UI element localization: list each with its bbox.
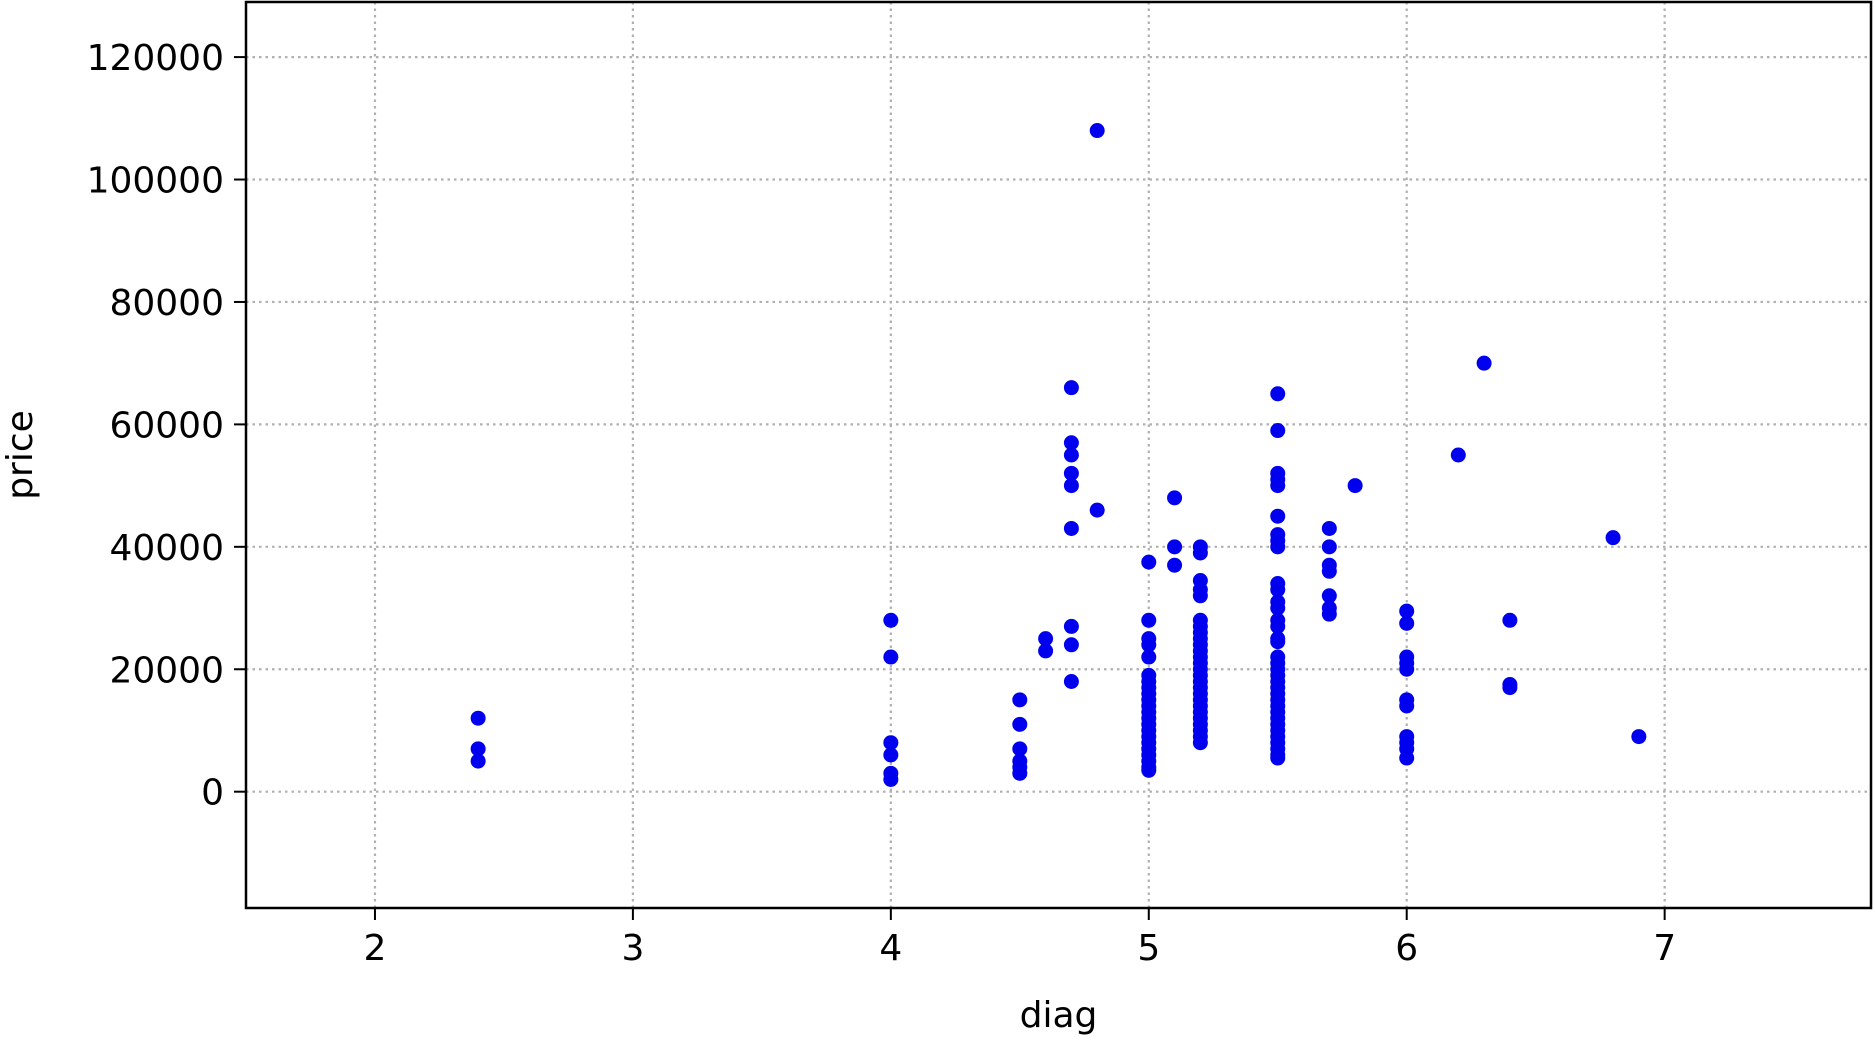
data-point <box>1012 765 1028 781</box>
data-point <box>1476 355 1492 371</box>
data-point <box>883 649 899 665</box>
data-point <box>1038 643 1054 659</box>
data-point <box>470 710 486 726</box>
y-tick-label: 100000 <box>87 161 224 202</box>
data-points <box>470 123 1647 787</box>
data-point <box>1063 478 1079 494</box>
x-axis-ticks: 2 3 4 5 6 7 <box>364 908 1676 969</box>
data-point <box>1270 539 1286 555</box>
data-point <box>883 612 899 628</box>
data-point <box>1321 606 1337 622</box>
data-point <box>883 771 899 787</box>
data-point <box>1399 615 1415 631</box>
data-point <box>1321 520 1337 536</box>
data-point <box>1270 634 1286 650</box>
data-point <box>1605 530 1621 546</box>
data-point <box>1089 502 1105 518</box>
data-point <box>1321 539 1337 555</box>
y-axis-ticks: 0 20000 40000 60000 80000 100000 120000 <box>87 38 246 814</box>
data-point <box>1450 447 1466 463</box>
data-point <box>1399 750 1415 766</box>
data-point <box>1321 588 1337 604</box>
y-tick-label: 60000 <box>109 405 224 446</box>
data-point <box>1167 490 1183 506</box>
x-tick-label: 4 <box>879 928 902 969</box>
data-point <box>1270 582 1286 598</box>
data-point <box>470 753 486 769</box>
data-point <box>1270 423 1286 439</box>
data-point <box>470 741 486 757</box>
data-point <box>883 747 899 763</box>
data-point <box>1399 698 1415 714</box>
data-point <box>1063 435 1079 451</box>
data-point <box>1321 563 1337 579</box>
data-point <box>1089 123 1105 139</box>
x-tick-label: 2 <box>364 928 387 969</box>
x-tick-label: 6 <box>1395 928 1418 969</box>
data-point <box>1270 618 1286 634</box>
data-point <box>1012 741 1028 757</box>
data-point <box>1347 478 1363 494</box>
y-axis-label: price <box>0 410 41 500</box>
data-point <box>1270 478 1286 494</box>
data-point <box>1270 386 1286 402</box>
plot-frame <box>244 0 1873 910</box>
x-tick-label: 5 <box>1137 928 1160 969</box>
x-axis-label: diag <box>1020 995 1098 1036</box>
data-point <box>1270 600 1286 616</box>
data-point <box>1399 661 1415 677</box>
data-point <box>1063 380 1079 396</box>
data-point <box>1063 618 1079 634</box>
y-tick-label: 0 <box>201 773 224 814</box>
data-point <box>1141 554 1157 570</box>
x-tick-label: 7 <box>1653 928 1676 969</box>
y-tick-label: 20000 <box>109 650 224 691</box>
data-point <box>1399 603 1415 619</box>
data-point <box>1063 637 1079 653</box>
data-point <box>1063 674 1079 689</box>
data-point <box>1192 545 1208 561</box>
data-point <box>1063 465 1079 481</box>
data-point <box>1270 508 1286 524</box>
data-point <box>1631 729 1647 745</box>
x-tick-label: 3 <box>621 928 644 969</box>
data-point <box>1141 649 1157 665</box>
y-tick-label: 80000 <box>109 283 224 324</box>
data-point <box>883 735 899 751</box>
y-tick-label: 40000 <box>109 528 224 569</box>
data-point <box>1192 588 1208 604</box>
y-tick-label: 120000 <box>87 38 224 79</box>
data-point <box>1502 612 1518 628</box>
data-point <box>1063 447 1079 463</box>
data-point <box>1270 750 1286 766</box>
data-point <box>1141 612 1157 628</box>
data-point <box>1012 716 1028 732</box>
data-point <box>1167 539 1183 555</box>
data-point <box>1038 631 1054 647</box>
data-point <box>1141 637 1157 653</box>
data-point <box>1012 692 1028 708</box>
grid-lines <box>246 2 1871 908</box>
data-point <box>1167 557 1183 573</box>
data-point <box>1502 680 1518 696</box>
data-point <box>1063 520 1079 536</box>
data-point <box>1141 762 1157 778</box>
data-point <box>1192 735 1208 751</box>
